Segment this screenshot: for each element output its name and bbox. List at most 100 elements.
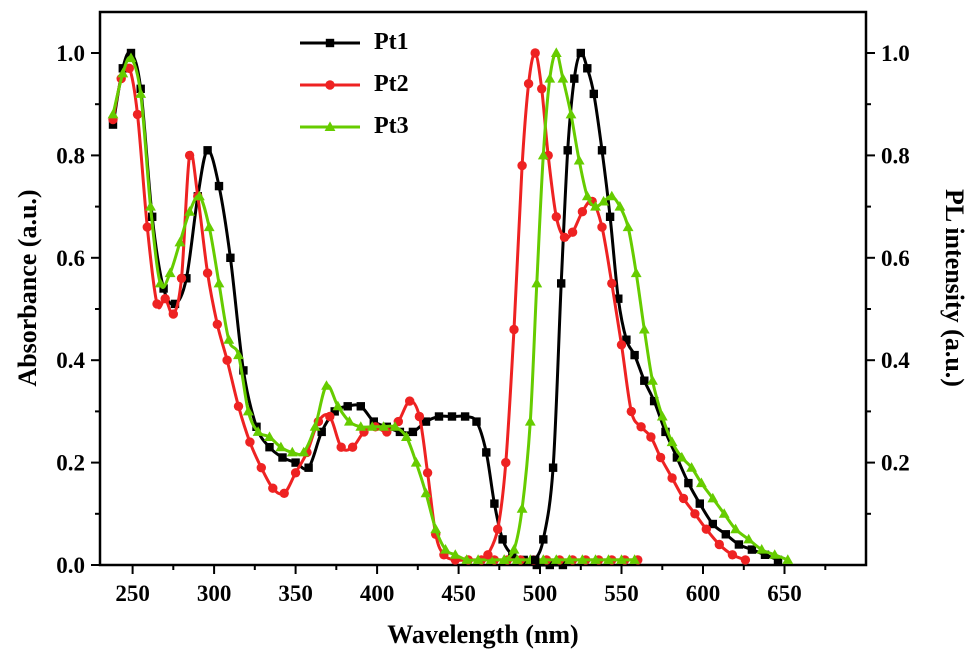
series-marker [332,400,344,411]
y-axis-title-left: Absorbance (a.u.) [13,189,42,387]
series-marker [223,334,235,344]
y-right-tick-label: 0.2 [881,451,910,476]
series-marker [597,146,607,155]
series-marker [630,350,639,360]
x-tick-label: 300 [197,581,232,606]
series-marker [607,278,617,289]
series-marker [184,206,195,216]
x-tick-label: 600 [686,581,721,606]
series-marker [410,457,422,467]
series-marker [577,554,588,564]
series-marker [576,48,585,58]
series-marker [414,411,425,422]
y-right-tick-label: 0.6 [881,246,910,271]
series-marker [355,421,367,431]
series-marker [344,416,355,426]
plot-border [98,10,868,567]
series-marker [511,554,523,564]
series-marker [242,405,254,416]
series-marker [160,294,170,304]
series-marker [530,48,540,58]
series-marker [324,120,336,131]
series-marker [245,437,255,447]
series-marker [531,277,543,288]
series-marker [124,63,134,73]
series-marker [366,421,378,431]
y-right-tick-label: 0.4 [881,348,910,373]
series-marker [696,477,707,488]
series-marker [656,410,668,421]
y-axis-title-right: PL intensity (a.u.) [940,189,969,387]
x-tick-label: 250 [115,581,150,606]
series-marker [408,427,418,437]
series-marker [154,277,166,288]
series-marker [672,453,682,462]
legend-swatch [300,79,360,90]
series-marker [203,221,215,232]
series-marker [212,319,222,329]
series-marker [447,412,457,421]
series-marker [531,555,540,565]
series-marker [325,38,335,47]
series-marker [684,478,693,488]
series-marker [501,457,511,468]
series-marker [564,554,575,564]
legend-label: Pt1 [374,29,409,55]
series-marker [573,154,585,165]
series-marker [498,535,507,544]
series-marker [565,108,577,119]
series-marker [676,451,688,462]
series-marker [695,499,704,508]
series-marker [434,412,444,421]
series-marker [170,299,180,309]
series-marker [544,73,556,83]
series-marker [356,402,365,411]
series-marker [184,150,195,161]
legend-entry-Pt1: Pt1 [298,24,409,61]
series-Pt3-absorption [107,52,640,564]
series-marker [655,452,666,463]
series-marker [420,487,432,498]
series-marker [678,493,689,504]
series-marker [226,253,235,262]
series-marker [537,554,549,564]
series-marker [252,426,264,436]
series-marker [125,52,137,63]
series-marker [317,427,326,437]
series-marker [734,540,744,549]
series-marker [743,533,755,544]
series-marker [606,190,618,201]
series-marker [483,550,493,560]
series-marker [449,549,461,559]
series-marker [264,431,275,441]
series-marker [747,545,757,554]
series-marker [661,427,670,437]
series-marker [389,421,401,431]
y-left-tick-label: 0.4 [56,348,85,373]
series-marker [321,380,332,390]
series-marker [603,554,614,564]
series-marker [472,417,481,426]
series-marker [517,160,527,171]
series-marker [378,421,389,431]
series-marker [629,554,640,564]
legend-label: Pt3 [374,113,409,139]
series-marker [550,554,562,564]
series-marker [714,539,724,550]
series-marker [509,324,519,335]
series-marker [727,550,738,560]
series-marker [304,463,313,472]
series-Pt1-PL [531,48,783,565]
series-marker [117,67,129,78]
series-marker [268,483,278,493]
series-marker [782,554,794,564]
series-marker [290,468,301,478]
x-tick-label: 650 [767,581,802,606]
series-marker [202,268,213,278]
series-marker [559,232,570,242]
series-marker [343,402,352,411]
series-marker [523,79,534,89]
series-marker [769,549,781,559]
